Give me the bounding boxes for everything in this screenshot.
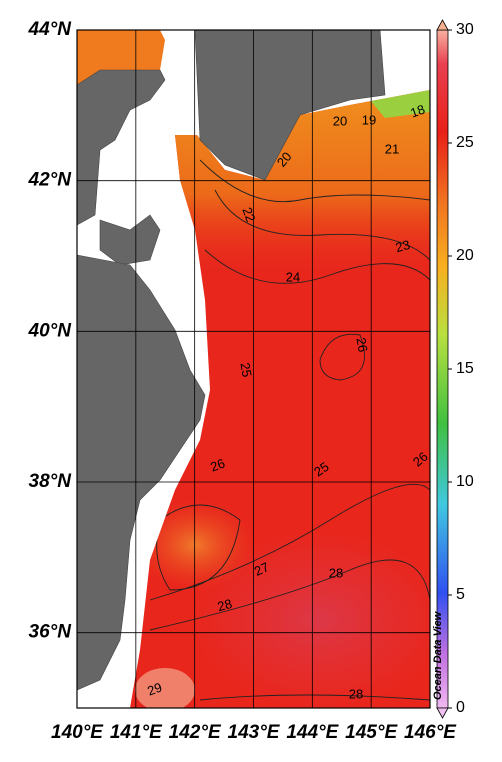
contour-label: 28 <box>216 596 234 614</box>
land-oshima <box>99 214 161 266</box>
contour-label: 26 <box>208 455 227 474</box>
contour-label: 24 <box>286 269 300 284</box>
y-tick-label: 42°N <box>28 170 73 191</box>
x-tick-label: 146°E <box>404 722 457 743</box>
contour <box>156 504 241 591</box>
contour <box>204 249 430 284</box>
colorbar-label: 0 <box>456 699 465 716</box>
colorbar-label: 5 <box>456 586 465 603</box>
sst-sea-of-japan <box>77 30 165 85</box>
sst-warm-corner <box>135 668 195 708</box>
x-tick-label: 143°E <box>228 722 281 743</box>
contour-label: 28 <box>349 686 363 701</box>
contour <box>199 159 430 203</box>
x-tick-label: 144°E <box>286 722 339 743</box>
sst-green <box>370 90 430 118</box>
contour-label: 25 <box>237 361 254 378</box>
x-tick-label: 142°E <box>169 722 222 743</box>
colorbar-min-arrow <box>436 707 449 719</box>
y-tick-label: 38°N <box>29 471 73 492</box>
contour <box>199 694 430 701</box>
contour <box>149 559 430 631</box>
sst-warm-south <box>190 530 430 708</box>
colorbar-label: 25 <box>456 134 474 151</box>
y-tick-label: 40°N <box>28 320 73 341</box>
y-tick-label: 36°N <box>29 622 73 643</box>
x-tick-label: 141°E <box>110 722 163 743</box>
contour-label: 22 <box>239 205 258 224</box>
contour-label: 25 <box>311 459 331 480</box>
land-hokkaido-west <box>76 69 166 226</box>
contour-label: 26 <box>353 336 370 353</box>
land-honshu <box>76 254 206 691</box>
colorbar-max-arrow <box>436 19 449 31</box>
colorbar-label: 20 <box>456 247 474 264</box>
x-tick-label: 140°E <box>51 722 104 743</box>
contour-label: 19 <box>362 112 376 127</box>
colorbar-label: 10 <box>456 473 474 490</box>
y-tick-label: 44°N <box>28 19 73 40</box>
contour-label: 28 <box>329 565 343 580</box>
x-tick-label: 145°E <box>345 722 398 743</box>
colorbar-label: 15 <box>456 360 474 377</box>
land-hokkaido <box>194 29 386 181</box>
colorbar <box>436 29 449 709</box>
contour <box>319 333 365 381</box>
contour-label: 27 <box>252 559 271 579</box>
contour-label: 18 <box>408 101 427 120</box>
contour <box>214 189 430 261</box>
contour-label: 29 <box>145 679 164 698</box>
land <box>76 29 386 691</box>
contour-label: 23 <box>394 237 412 255</box>
contour-label: 20 <box>333 113 347 128</box>
contour <box>149 483 430 601</box>
credit: Ocean Data View <box>432 610 444 700</box>
colorbar-label: 30 <box>456 21 474 38</box>
contour-label: 21 <box>385 141 399 156</box>
